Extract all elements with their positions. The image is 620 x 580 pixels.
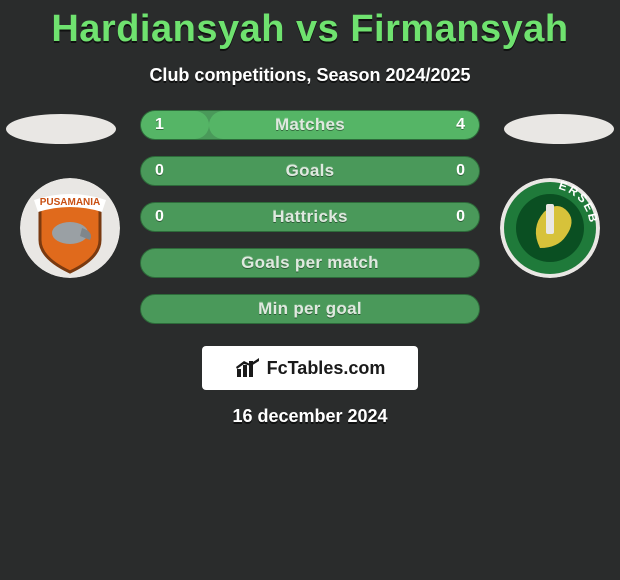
stat-value-left: 1: [155, 116, 164, 134]
branding-box: FcTables.com: [202, 346, 418, 390]
crest-right-svg: ERSEBA: [500, 178, 600, 278]
branding-text: FcTables.com: [267, 358, 386, 379]
svg-text:PUSAMANIA: PUSAMANIA: [40, 197, 101, 208]
stat-row: Min per goal: [140, 294, 480, 324]
comparison-card: Hardiansyah vs Firmansyah Club competiti…: [0, 0, 620, 580]
stat-label: Hattricks: [272, 207, 347, 227]
stat-row: Matches 1 4: [140, 110, 480, 140]
stat-label: Goals: [286, 161, 335, 181]
page-title: Hardiansyah vs Firmansyah: [0, 0, 620, 51]
date-footer: 16 december 2024: [0, 406, 620, 427]
stat-value-right: 0: [456, 208, 465, 226]
bar-fill-left: [141, 111, 209, 139]
stat-value-left: 0: [155, 162, 164, 180]
stat-row: Hattricks 0 0: [140, 202, 480, 232]
stat-row: Goals per match: [140, 248, 480, 278]
player-photo-left: [6, 114, 116, 144]
stat-label: Goals per match: [241, 253, 379, 273]
stat-row: Goals 0 0: [140, 156, 480, 186]
club-crest-left: PUSAMANIA: [20, 178, 120, 278]
chart-icon: [235, 357, 261, 379]
stat-label: Matches: [275, 115, 345, 135]
stat-value-left: 0: [155, 208, 164, 226]
stat-value-right: 0: [456, 162, 465, 180]
club-crest-right: ERSEBA: [500, 178, 600, 278]
stat-label: Min per goal: [258, 299, 362, 319]
subtitle: Club competitions, Season 2024/2025: [0, 65, 620, 86]
player-photo-right: [504, 114, 614, 144]
stat-value-right: 4: [456, 116, 465, 134]
stat-bars: Matches 1 4 Goals 0 0 Hattricks 0 0 Goals per mat…: [140, 110, 480, 340]
crest-left-svg: PUSAMANIA: [20, 178, 120, 278]
